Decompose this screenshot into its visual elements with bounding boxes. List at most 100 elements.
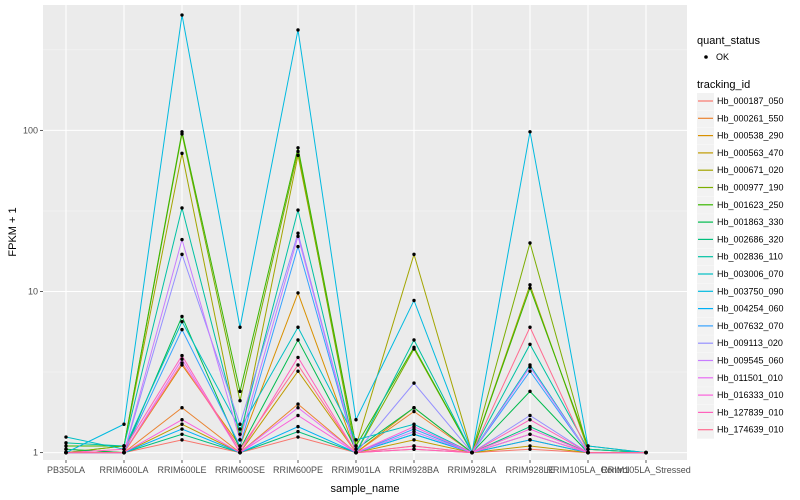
data-point xyxy=(528,413,532,418)
data-point xyxy=(180,432,184,436)
data-point xyxy=(412,424,416,429)
data-point xyxy=(412,444,416,448)
data-point xyxy=(296,291,300,295)
data-point xyxy=(412,338,416,342)
data-point xyxy=(180,13,184,17)
data-point xyxy=(180,357,184,361)
point-legend-label: OK xyxy=(716,52,729,62)
panel-background xyxy=(43,5,687,460)
data-point xyxy=(180,327,184,332)
legend-label: Hb_000538_290 xyxy=(717,131,784,141)
data-point xyxy=(180,206,184,210)
point-legend-title: quant_status xyxy=(697,35,760,47)
data-point xyxy=(354,418,358,422)
data-point xyxy=(354,438,358,442)
y-axis: 1 10 100 xyxy=(23,125,43,458)
legend-label: Hb_003750_090 xyxy=(717,286,784,296)
legend-label: Hb_000261_550 xyxy=(717,113,784,123)
x-tick-label: RRIM901LA xyxy=(331,465,380,475)
data-point xyxy=(296,149,300,154)
data-point xyxy=(528,444,532,448)
data-point xyxy=(238,422,242,426)
data-point xyxy=(412,432,416,436)
data-point xyxy=(122,444,126,448)
x-tick-label: RRIM928BA xyxy=(389,465,439,475)
data-point xyxy=(528,342,532,347)
legend-label: Hb_127839_010 xyxy=(717,407,784,417)
legend-label: Hb_174639_010 xyxy=(717,425,784,435)
data-point xyxy=(528,241,532,245)
data-point xyxy=(238,447,242,451)
data-point xyxy=(64,435,68,439)
legend-label: Hb_009545_060 xyxy=(717,356,784,366)
data-point xyxy=(296,363,300,367)
data-point xyxy=(238,427,242,431)
data-point xyxy=(412,406,416,410)
series-points xyxy=(64,13,648,455)
data-point xyxy=(412,438,416,442)
data-point xyxy=(354,444,358,448)
legend-label: Hb_004254_060 xyxy=(717,304,784,314)
data-point xyxy=(412,381,416,385)
data-point xyxy=(296,234,300,239)
y-tick-label: 100 xyxy=(23,125,38,135)
data-point xyxy=(180,438,184,442)
data-point xyxy=(180,418,184,422)
y-axis-title: FPKM + 1 xyxy=(7,207,19,256)
data-point xyxy=(296,369,300,373)
legend-label: Hb_007632_070 xyxy=(717,321,784,331)
point-legend-key xyxy=(704,55,708,59)
data-point xyxy=(180,361,184,365)
data-point xyxy=(296,355,300,360)
legend-label: Hb_002836_110 xyxy=(717,252,783,262)
data-point xyxy=(296,406,300,410)
data-point xyxy=(528,432,532,436)
data-point xyxy=(180,130,184,134)
data-point xyxy=(238,438,242,442)
data-point xyxy=(586,450,590,455)
data-point xyxy=(180,406,184,410)
data-point xyxy=(64,450,68,455)
legend-label: Hb_003006_070 xyxy=(717,269,784,279)
data-point xyxy=(122,450,126,455)
x-tick-label: RRIM600PE xyxy=(273,465,323,475)
data-point xyxy=(586,447,590,451)
data-point xyxy=(412,345,416,350)
data-point xyxy=(180,252,184,257)
x-tick-label: RRIM600LE xyxy=(157,465,206,475)
data-point xyxy=(296,244,300,249)
data-point xyxy=(644,450,648,455)
data-point xyxy=(122,422,126,426)
data-point xyxy=(180,353,184,358)
legend-label: Hb_000563_470 xyxy=(717,148,784,158)
data-point xyxy=(412,298,416,303)
data-point xyxy=(296,28,300,32)
data-point xyxy=(296,231,300,235)
data-point xyxy=(238,325,242,329)
data-point xyxy=(238,444,242,448)
data-point xyxy=(238,399,242,403)
x-tick-label: RRIM600SE xyxy=(215,465,265,475)
data-point xyxy=(354,450,358,455)
data-point xyxy=(412,409,416,414)
x-tick-label: RRIM928LA xyxy=(447,465,496,475)
color-legend-entries: Hb_000187_050 Hb_000261_550 Hb_000538_290 H… xyxy=(697,93,784,439)
legend-label: Hb_016333_010 xyxy=(717,390,784,400)
data-point xyxy=(412,427,416,431)
data-point xyxy=(238,450,242,455)
x-tick-label: RRIM105LA_Stressed xyxy=(601,465,691,475)
data-point xyxy=(64,441,68,445)
legend-label: Hb_009113_020 xyxy=(717,338,783,348)
data-point xyxy=(528,438,532,442)
data-point xyxy=(180,237,184,242)
x-axis-title: sample_name xyxy=(330,483,399,495)
legend-label: Hb_001623_250 xyxy=(717,200,784,210)
legend: quant_status OK tracking_id Hb_000187_05… xyxy=(697,35,784,439)
legend-label: Hb_002686_320 xyxy=(717,234,784,244)
legend-label: Hb_011501_010 xyxy=(717,373,783,383)
data-point xyxy=(412,447,416,451)
data-point xyxy=(528,447,532,451)
x-tick-label: RRIM928LE xyxy=(505,465,554,475)
data-point xyxy=(470,450,474,455)
